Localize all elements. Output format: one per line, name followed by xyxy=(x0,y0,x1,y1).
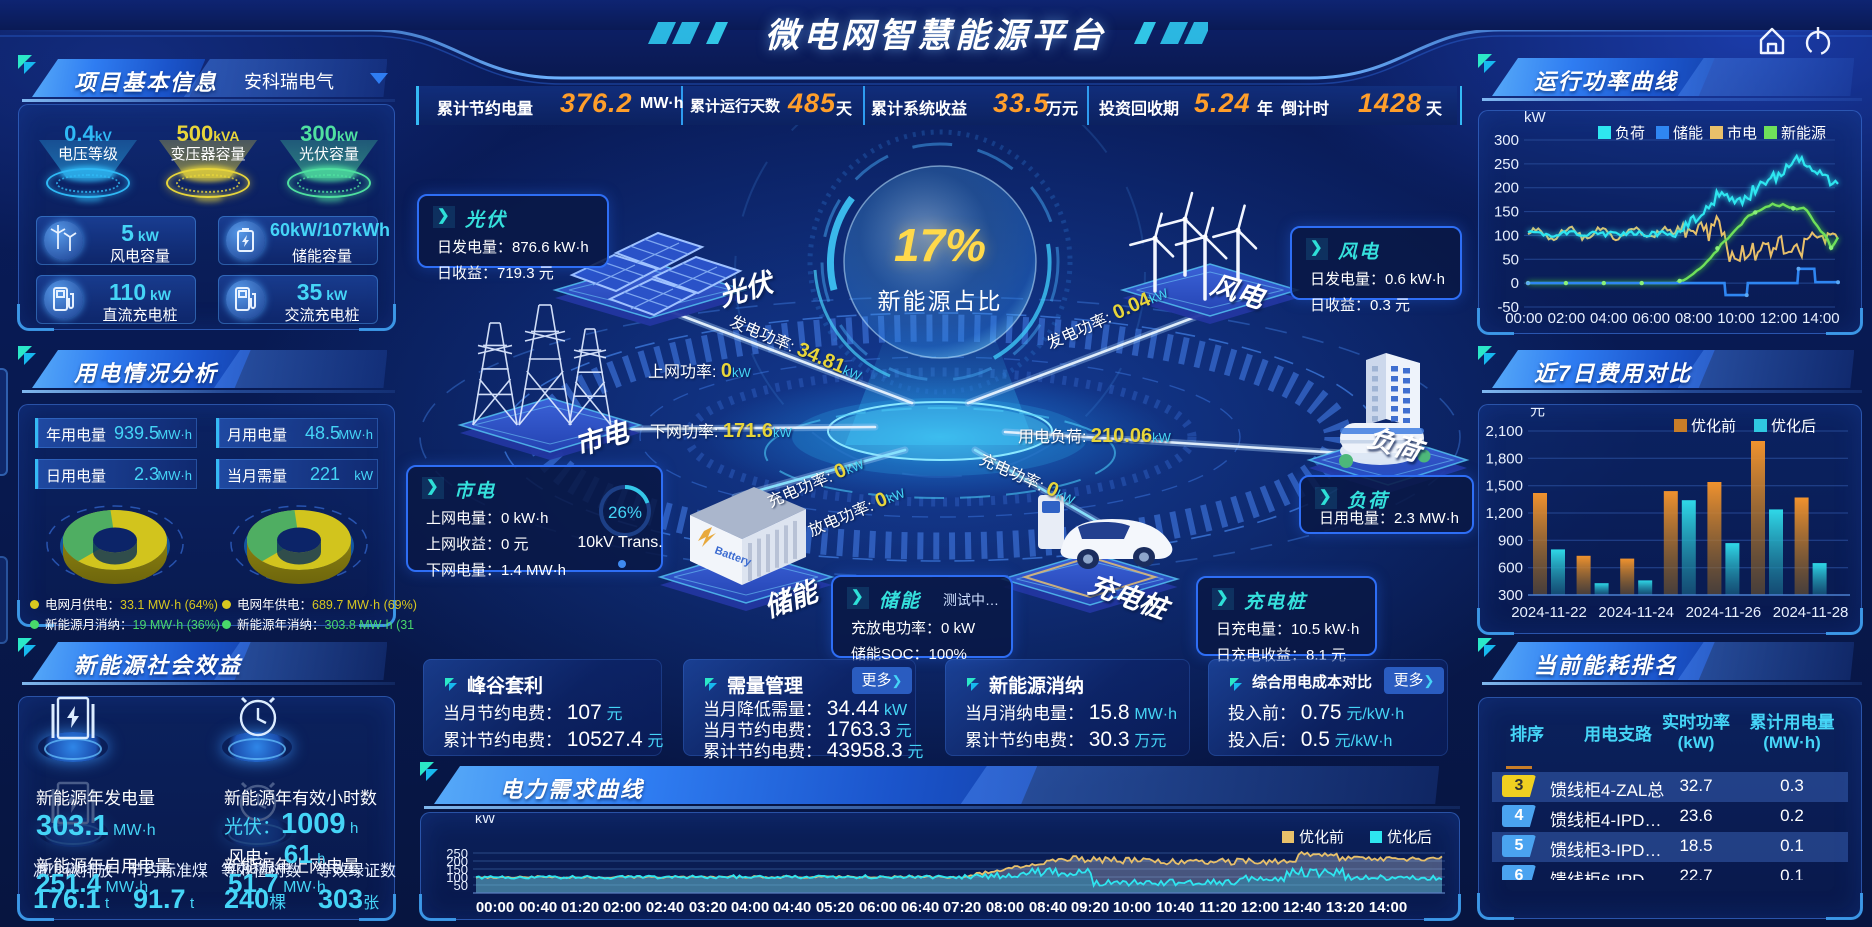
svg-text:优化后: 优化后 xyxy=(1771,418,1816,435)
svg-text:13:20: 13:20 xyxy=(1326,899,1364,916)
svg-text:02:40: 02:40 xyxy=(646,899,684,916)
svg-text:09:20: 09:20 xyxy=(1071,899,1109,916)
svg-text:01:20: 01:20 xyxy=(561,899,599,916)
svg-text:00:40: 00:40 xyxy=(519,899,557,916)
svg-text:负荷: 负荷 xyxy=(1615,125,1645,142)
svg-text:kW: kW xyxy=(1524,110,1547,126)
svg-text:150: 150 xyxy=(446,862,468,877)
svg-text:12:00: 12:00 xyxy=(1241,899,1279,916)
svg-text:10:00: 10:00 xyxy=(1717,310,1755,327)
svg-text:06:00: 06:00 xyxy=(1632,310,1670,327)
svg-text:100: 100 xyxy=(1494,227,1519,244)
svg-text:08:00: 08:00 xyxy=(986,899,1024,916)
svg-text:2024-11-28: 2024-11-28 xyxy=(1773,604,1849,621)
svg-text:06:40: 06:40 xyxy=(901,899,939,916)
svg-text:优化前: 优化前 xyxy=(1691,418,1736,435)
svg-text:10:40: 10:40 xyxy=(1156,899,1194,916)
svg-text:300: 300 xyxy=(1494,132,1519,149)
svg-text:1,800: 1,800 xyxy=(1485,450,1523,467)
svg-text:2024-11-26: 2024-11-26 xyxy=(1686,604,1762,621)
svg-text:新能源: 新能源 xyxy=(1781,125,1826,142)
svg-text:06:00: 06:00 xyxy=(859,899,897,916)
svg-text:市电: 市电 xyxy=(1727,125,1757,142)
svg-text:00:00: 00:00 xyxy=(1505,310,1543,327)
svg-text:03:20: 03:20 xyxy=(689,899,727,916)
svg-text:kW: kW xyxy=(475,815,496,826)
svg-text:14:00: 14:00 xyxy=(1369,899,1407,916)
svg-text:优化前: 优化前 xyxy=(1299,829,1344,846)
svg-text:50: 50 xyxy=(1502,251,1519,268)
svg-text:02:00: 02:00 xyxy=(603,899,641,916)
svg-text:储能: 储能 xyxy=(1673,125,1703,142)
svg-text:100: 100 xyxy=(446,870,468,885)
svg-text:300: 300 xyxy=(1498,587,1523,604)
svg-text:04:40: 04:40 xyxy=(773,899,811,916)
svg-text:10:00: 10:00 xyxy=(1113,899,1151,916)
svg-text:600: 600 xyxy=(1498,560,1523,577)
svg-text:08:40: 08:40 xyxy=(1029,899,1067,916)
svg-text:14:00: 14:00 xyxy=(1802,310,1840,327)
svg-text:1,500: 1,500 xyxy=(1485,478,1523,495)
svg-text:0: 0 xyxy=(1511,275,1519,292)
svg-text:07:20: 07:20 xyxy=(943,899,981,916)
svg-text:11:20: 11:20 xyxy=(1199,899,1237,916)
svg-text:优化后: 优化后 xyxy=(1387,829,1432,846)
svg-text:05:20: 05:20 xyxy=(816,899,854,916)
svg-text:50: 50 xyxy=(454,878,468,893)
svg-text:12:00: 12:00 xyxy=(1760,310,1798,327)
svg-text:2024-11-22: 2024-11-22 xyxy=(1511,604,1587,621)
svg-text:26%: 26% xyxy=(608,503,642,522)
svg-text:12:40: 12:40 xyxy=(1283,899,1321,916)
svg-text:-50: -50 xyxy=(1497,299,1519,316)
svg-text:元: 元 xyxy=(1530,405,1545,419)
svg-text:04:00: 04:00 xyxy=(1590,310,1628,327)
svg-text:200: 200 xyxy=(1494,180,1519,197)
svg-text:04:00: 04:00 xyxy=(731,899,769,916)
svg-text:1,200: 1,200 xyxy=(1485,505,1523,522)
svg-text:250: 250 xyxy=(1494,156,1519,173)
svg-text:2024-11-24: 2024-11-24 xyxy=(1598,604,1674,621)
svg-text:08:00: 08:00 xyxy=(1675,310,1713,327)
svg-text:250: 250 xyxy=(446,846,468,861)
svg-text:00:00: 00:00 xyxy=(476,899,514,916)
svg-text:02:00: 02:00 xyxy=(1548,310,1586,327)
svg-text:150: 150 xyxy=(1494,204,1519,221)
svg-text:900: 900 xyxy=(1498,532,1523,549)
svg-text:200: 200 xyxy=(446,854,468,869)
svg-text:2,100: 2,100 xyxy=(1485,423,1523,440)
